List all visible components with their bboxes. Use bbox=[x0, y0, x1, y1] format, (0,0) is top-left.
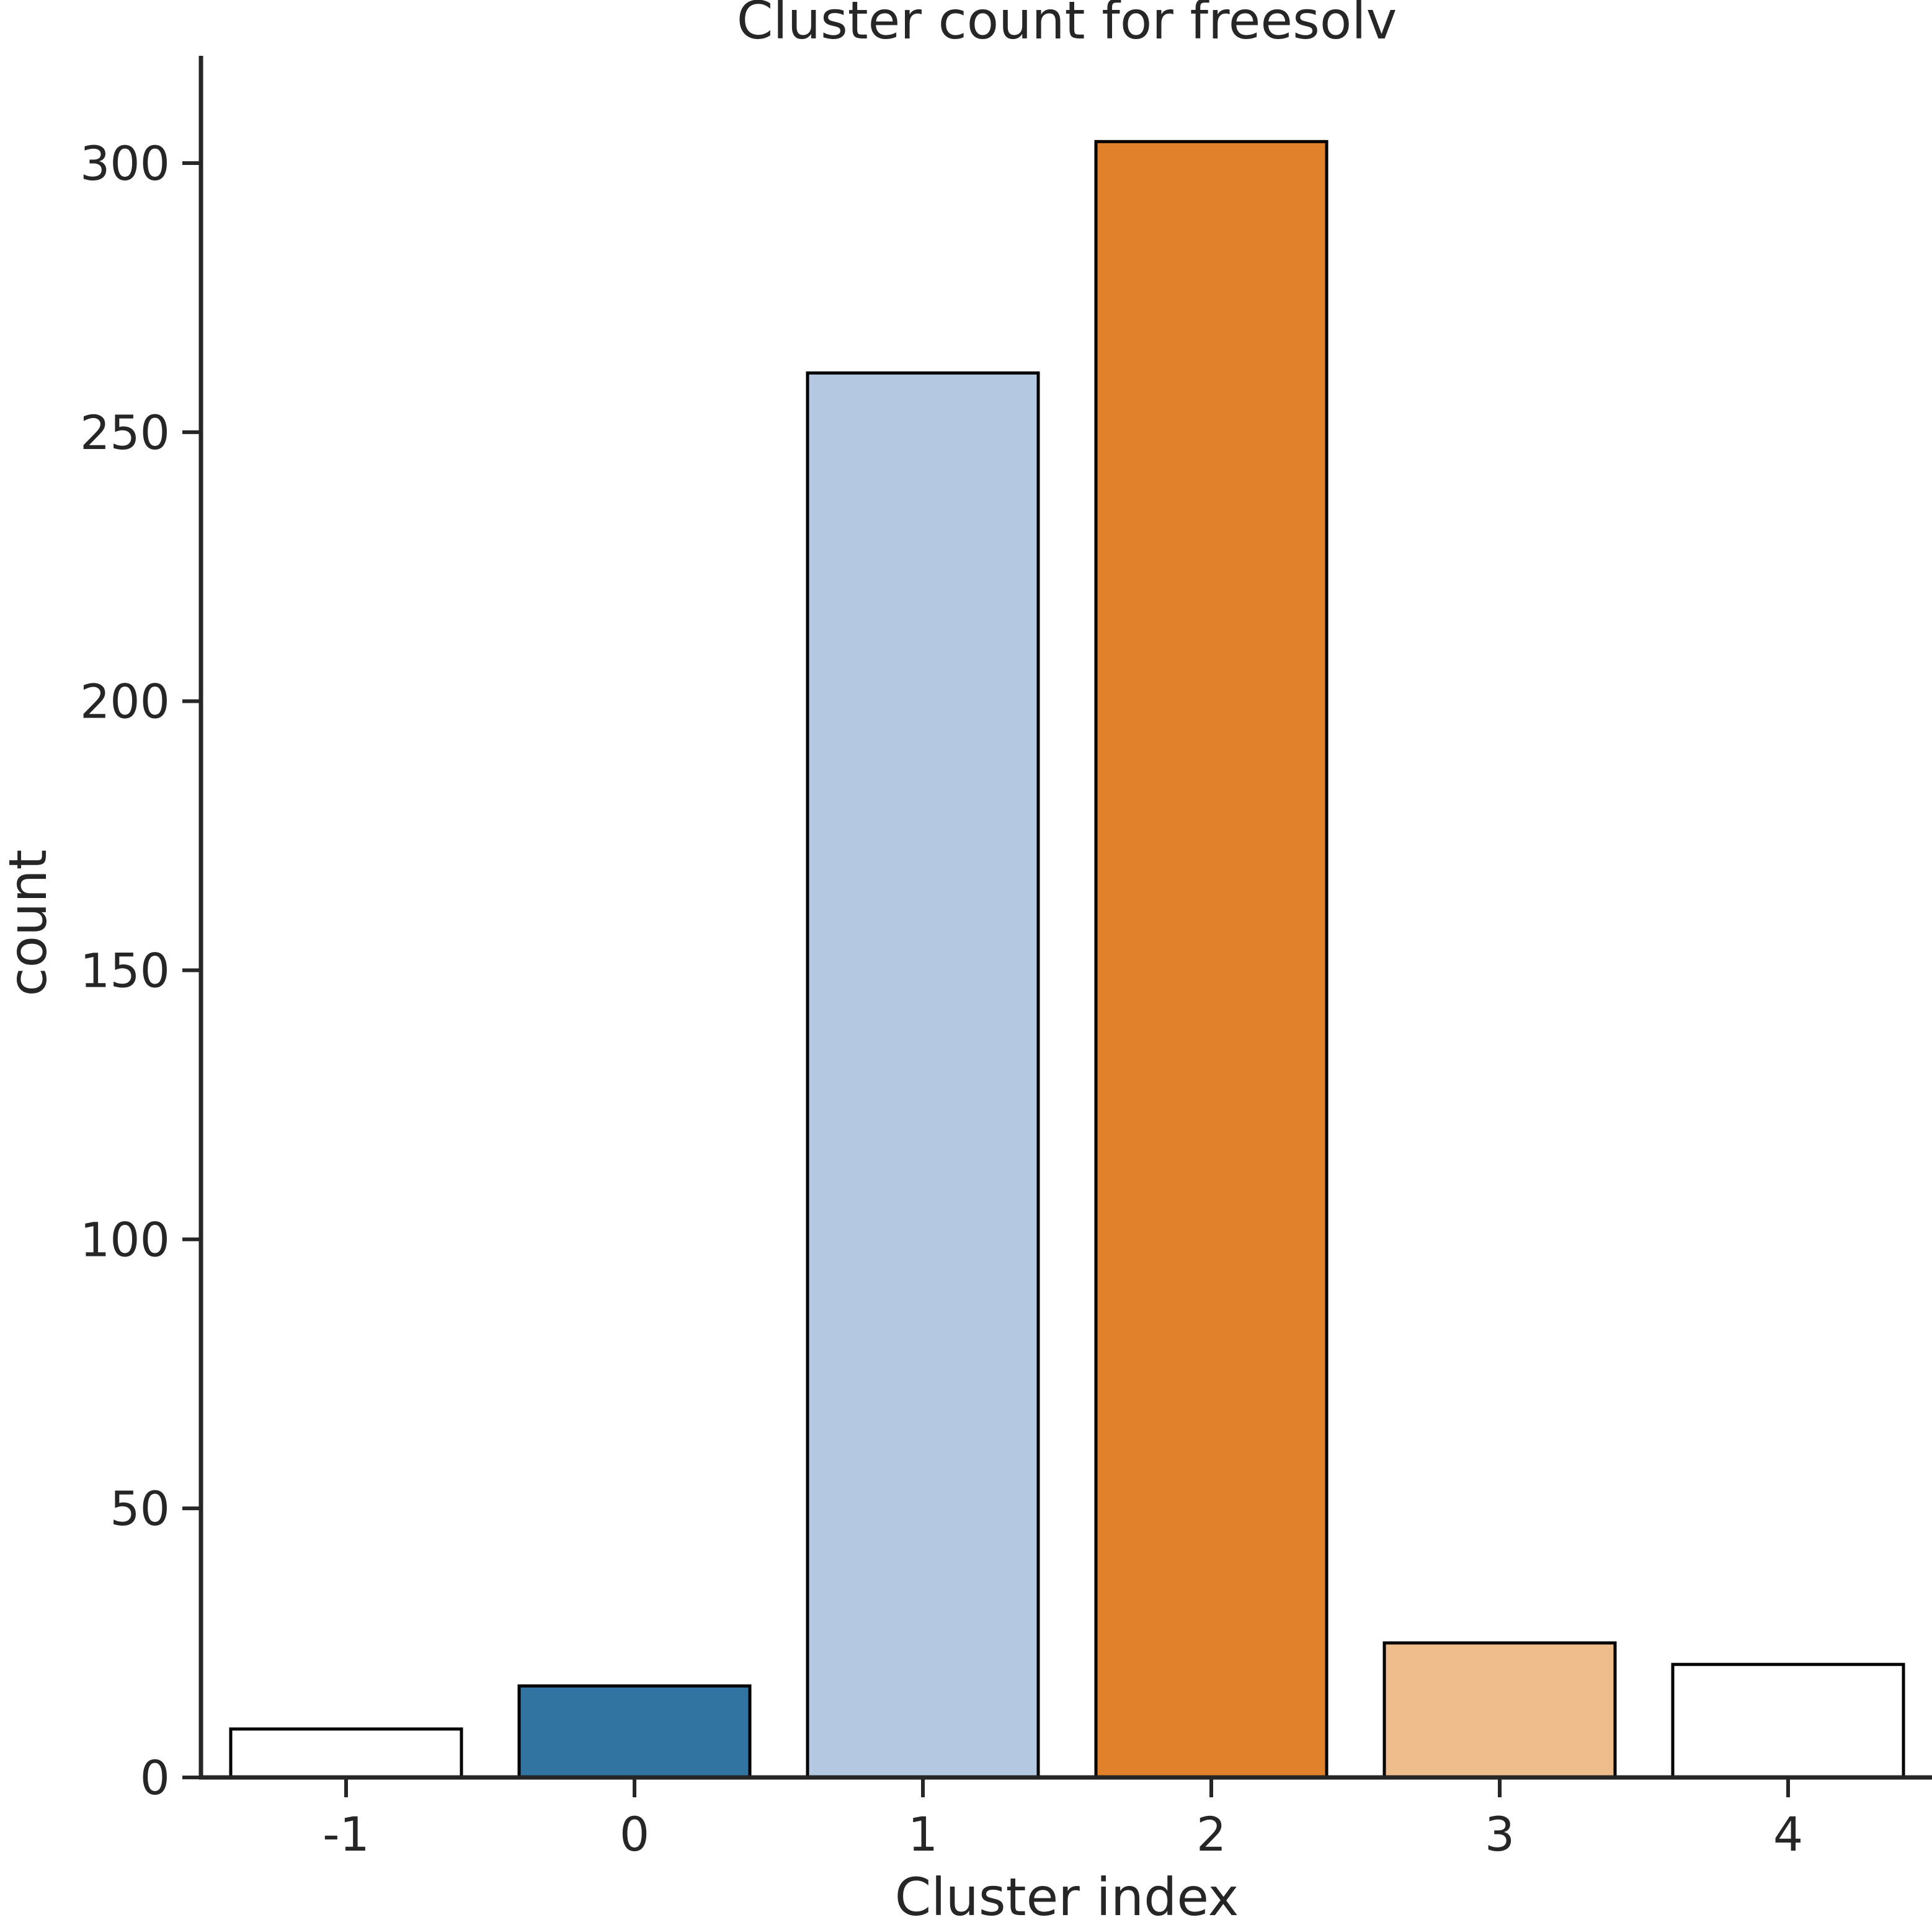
bar-cluster--1 bbox=[229, 1727, 463, 1779]
bar-cluster-0 bbox=[517, 1684, 752, 1779]
y-tick-label: 100 bbox=[80, 1212, 170, 1267]
x-tick-label: 4 bbox=[1773, 1807, 1803, 1862]
y-tick-label: 50 bbox=[110, 1481, 170, 1536]
x-axis-label: Cluster index bbox=[895, 1867, 1239, 1928]
bar-cluster-1 bbox=[806, 371, 1040, 1779]
x-tick-label: 0 bbox=[620, 1807, 649, 1862]
x-ticks: -1 0 1 2 3 4 bbox=[323, 1777, 1803, 1862]
x-tick-label: -1 bbox=[323, 1807, 370, 1862]
bar-cluster-4 bbox=[1671, 1663, 1905, 1779]
y-tick-label: 0 bbox=[140, 1750, 170, 1805]
y-tick-label: 200 bbox=[80, 674, 170, 729]
bars-group bbox=[229, 140, 1905, 1779]
y-tick-label: 250 bbox=[80, 405, 170, 460]
bar-cluster-2 bbox=[1094, 140, 1329, 1779]
y-axis-label: count bbox=[0, 850, 58, 997]
x-tick-label: 3 bbox=[1485, 1807, 1515, 1862]
y-ticks: 0 50 100 150 200 250 300 bbox=[80, 136, 201, 1805]
chart-title: Cluster count for freesolv bbox=[737, 0, 1397, 51]
bar-cluster-3 bbox=[1382, 1641, 1617, 1779]
x-tick-label: 1 bbox=[908, 1807, 938, 1862]
y-tick-label: 150 bbox=[80, 943, 170, 998]
x-tick-label: 2 bbox=[1196, 1807, 1226, 1862]
y-tick-label: 300 bbox=[80, 136, 170, 191]
